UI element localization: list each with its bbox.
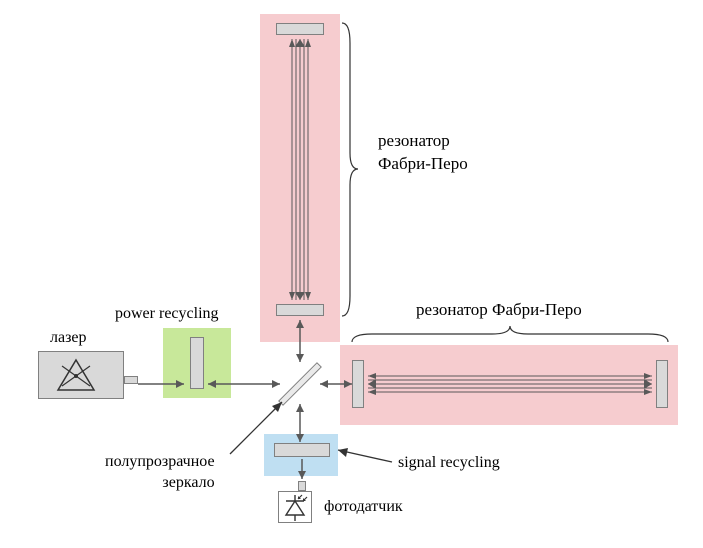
pointer-signal-recycling [336, 448, 394, 468]
photodetector-label: фотодатчик [324, 498, 403, 516]
beam-right-arm [364, 370, 656, 398]
brace-top-arm [340, 23, 360, 316]
laser-symbol-icon [56, 358, 96, 394]
beam-splitter-to-top-near [292, 316, 308, 366]
signal-recycling-label: signal recycling [398, 454, 500, 472]
pointer-splitter [228, 402, 284, 456]
beam-top-arm [286, 35, 314, 304]
power-recycling-label: power recycling [115, 305, 219, 323]
beam-laser-to-pr [138, 376, 190, 392]
top-near-mirror [276, 304, 324, 316]
beam-splitter-to-right-near [316, 376, 356, 392]
right-far-mirror [656, 360, 668, 408]
beam-splitter-label: полупрозрачное зеркало [105, 452, 215, 494]
brace-right-arm [352, 326, 668, 344]
laser-label: лазер [50, 329, 87, 347]
power-recycling-mirror [190, 337, 204, 389]
beam-pr-to-splitter [204, 376, 284, 392]
beam-sr-to-pd [296, 457, 308, 483]
beam-splitter-to-sr [292, 402, 308, 446]
fabry-perot-top-label: резонатор Фабри-Перо [378, 130, 468, 176]
laser-nozzle [124, 376, 138, 384]
photodiode-icon [280, 493, 310, 521]
fabry-perot-right-label: резонатор Фабри-Перо [416, 300, 582, 320]
top-far-mirror [276, 23, 324, 35]
